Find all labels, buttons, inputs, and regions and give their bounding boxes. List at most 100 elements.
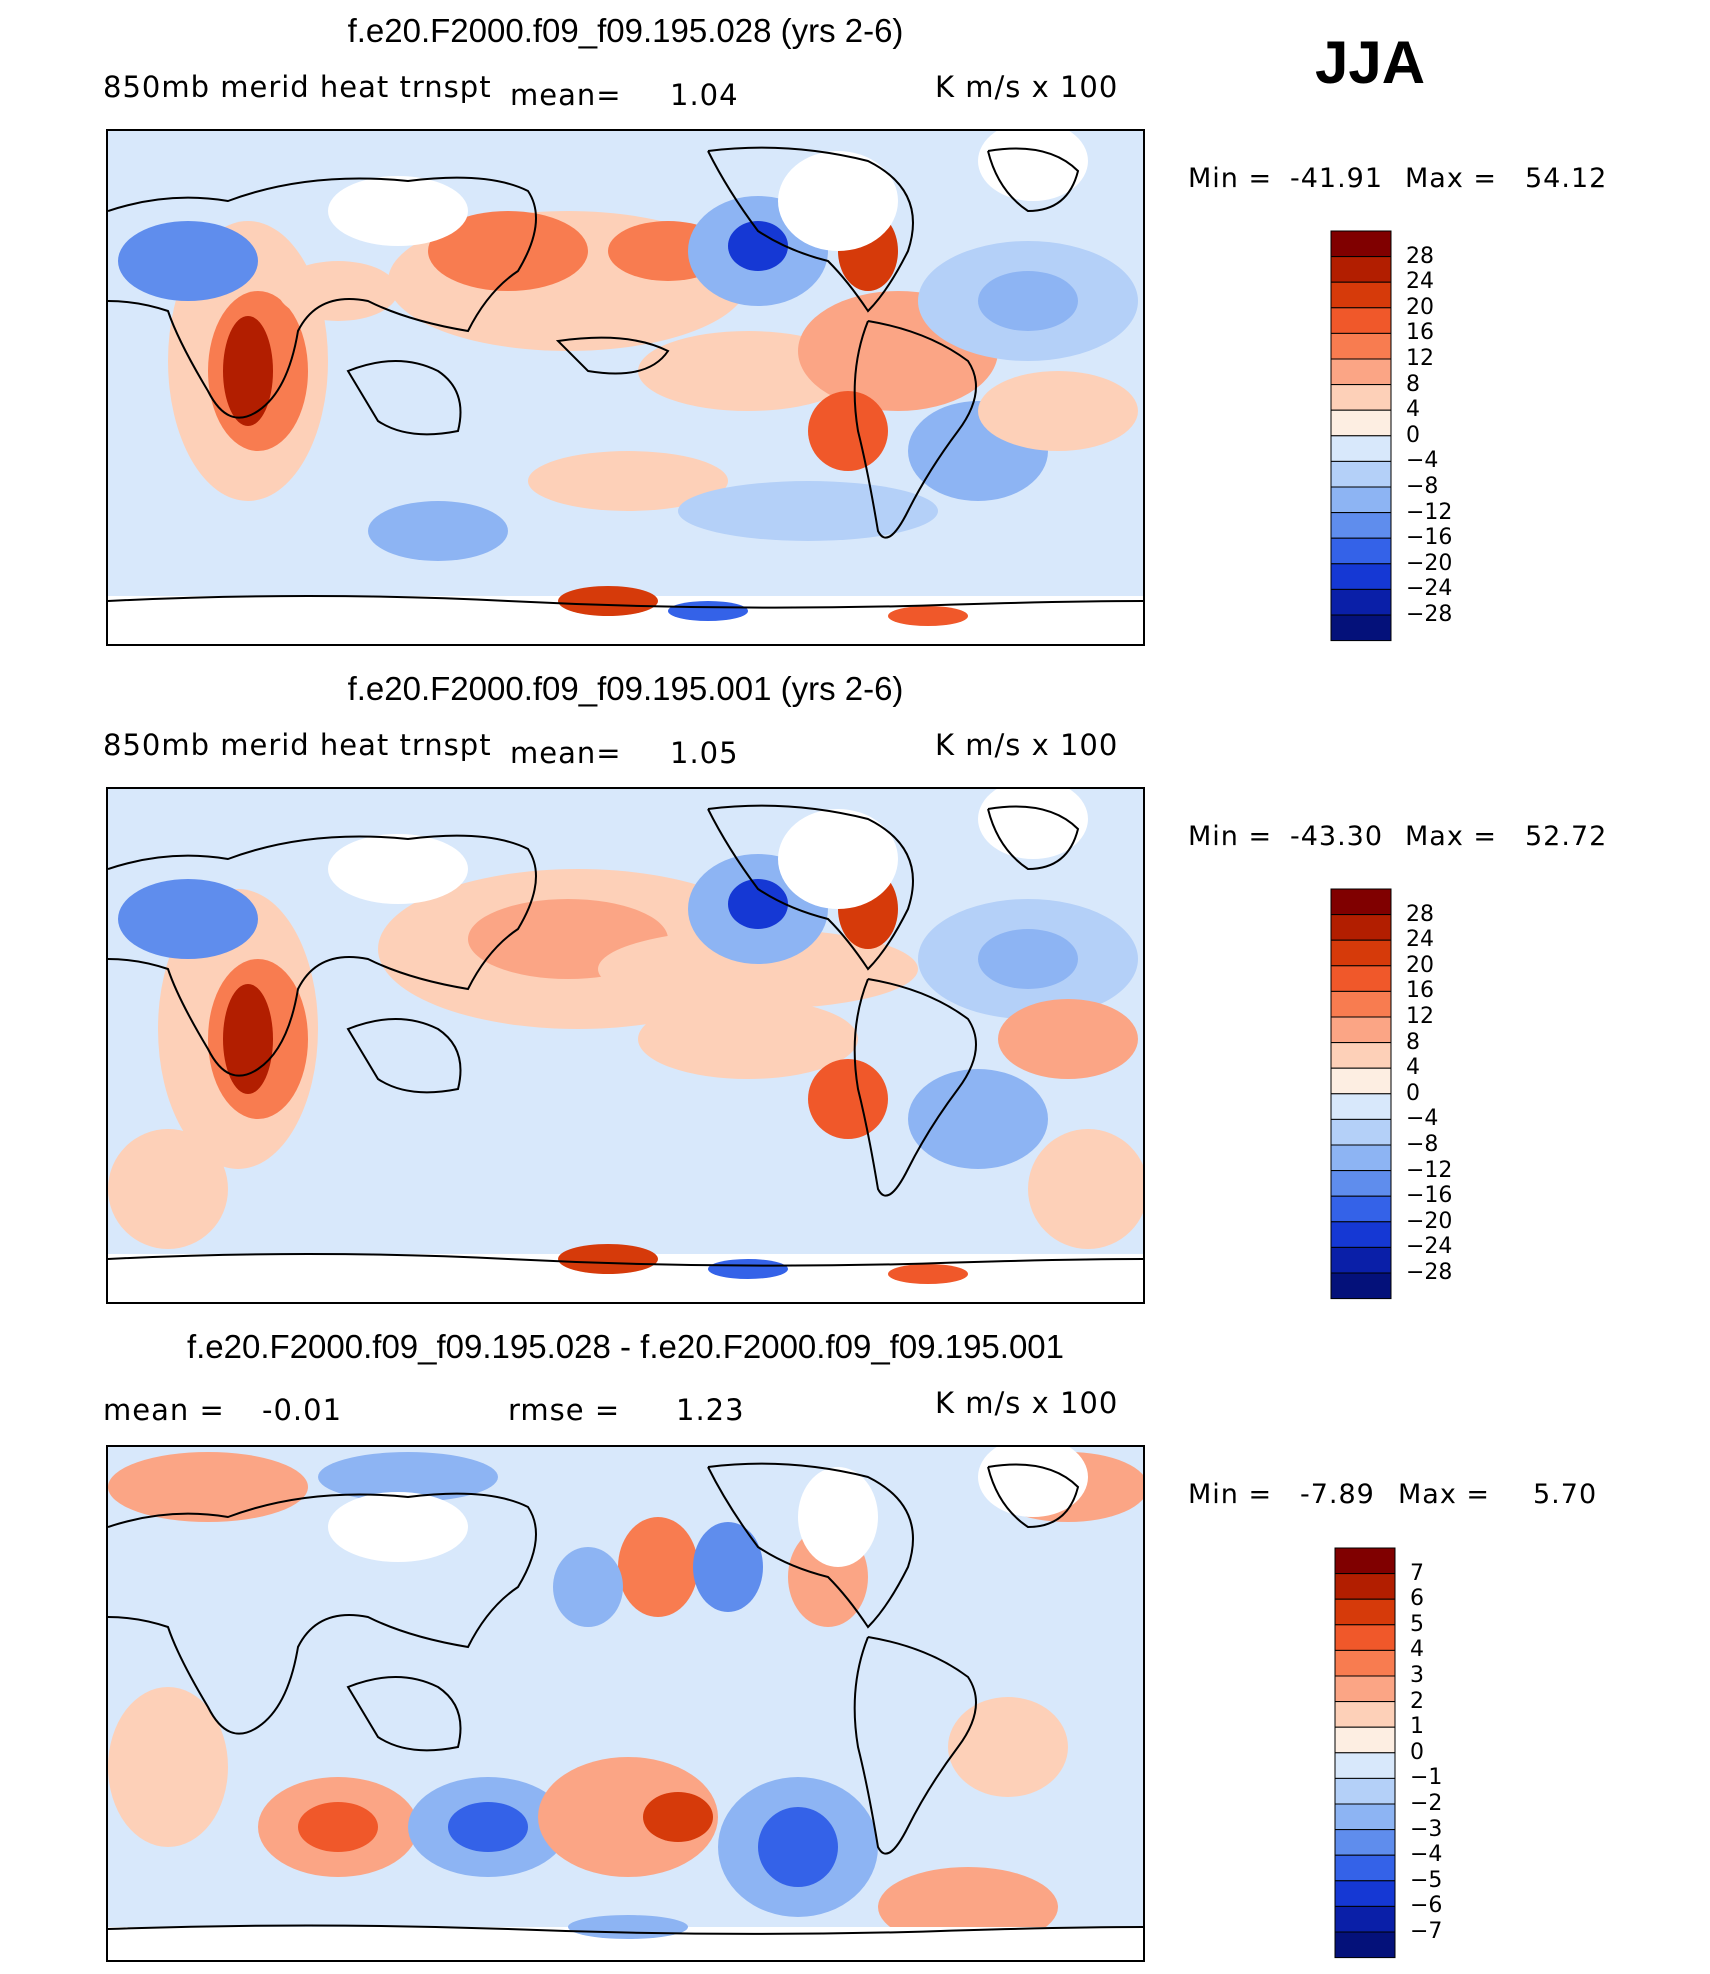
colorbar-tick-label: 6	[1410, 1586, 1424, 1612]
colorbar-tick-label: −20	[1406, 550, 1453, 576]
colorbar-swatch	[1330, 281, 1392, 309]
panel-2-units: K m/s x 100	[935, 728, 1119, 762]
colorbar-tick-label: 3	[1410, 1663, 1424, 1688]
colorbar-swatch	[1330, 256, 1392, 283]
colorbar-tick-label: −16	[1406, 525, 1453, 551]
colorbar-tick-label: −4	[1406, 1106, 1439, 1132]
colorbar-tick-label: −28	[1406, 1260, 1453, 1285]
panel-2-max-value: 52.72	[1525, 821, 1608, 852]
colorbar-swatch	[1334, 1624, 1396, 1651]
colorbar-swatch	[1334, 1752, 1396, 1779]
colorbar-swatch	[1330, 1246, 1392, 1274]
colorbar-swatch	[1330, 435, 1392, 462]
panel-3-title: f.e20.F2000.f09_f09.195.028 - f.e20.F200…	[186, 1328, 1065, 1365]
colorbar-swatch	[1330, 1093, 1392, 1120]
colorbar-swatch	[1330, 888, 1392, 916]
panel-2-min-value: -43.30	[1290, 821, 1384, 852]
colorbar-swatch	[1330, 563, 1392, 590]
colorbar-swatch	[1334, 1675, 1396, 1703]
panel-3-max-label: Max =	[1398, 1479, 1491, 1510]
colorbar-tick-label: 24	[1406, 269, 1434, 295]
colorbar-tick-label: −24	[1406, 1234, 1453, 1260]
colorbar-tick-label: −28	[1406, 602, 1453, 627]
colorbar-swatch	[1334, 1803, 1396, 1831]
colorbar-swatch	[1334, 1573, 1396, 1600]
colorbar-swatch	[1334, 1829, 1396, 1856]
colorbar-tick-label: 7	[1410, 1560, 1424, 1586]
colorbar-swatch	[1330, 230, 1392, 258]
colorbar-tick-label: −5	[1410, 1867, 1443, 1893]
colorbar-tick-label: 2	[1410, 1688, 1424, 1714]
panel-3-field	[108, 1447, 1143, 1960]
panel-3-min-label: Min =	[1188, 1479, 1273, 1510]
colorbar-swatch	[1330, 1042, 1392, 1069]
colorbar-swatch	[1330, 384, 1392, 411]
panel-1-units: K m/s x 100	[935, 70, 1119, 104]
panel-2-max-label: Max =	[1405, 821, 1498, 852]
colorbar-tick-label: −7	[1410, 1919, 1443, 1944]
colorbar-swatch	[1330, 332, 1392, 360]
panel-2-colorbar: 28 24 20 16 12 8 4 0 −4 −8 −12 −16 −20 −24 −28	[1330, 888, 1470, 1302]
colorbar-swatch	[1330, 1195, 1392, 1223]
panel-1-mean-label: mean=	[510, 78, 622, 112]
colorbar-tick-label: 28	[1406, 243, 1434, 269]
panel-2-min-label: Min =	[1188, 821, 1273, 852]
colorbar-swatch	[1330, 1272, 1392, 1300]
panel-1-field	[108, 131, 1143, 644]
panel-2-mean-label: mean=	[510, 736, 622, 770]
colorbar-tick-label: −8	[1406, 1132, 1439, 1157]
panel-1-max-value: 54.12	[1525, 163, 1608, 194]
colorbar-swatch	[1330, 512, 1392, 539]
colorbar-swatch	[1330, 358, 1392, 386]
colorbar-tick-label: 20	[1406, 952, 1434, 978]
colorbar-swatch	[1330, 409, 1392, 437]
colorbar-tick-label: 16	[1406, 978, 1434, 1004]
colorbar-boxes	[1330, 230, 1392, 642]
colorbar-tick-label: 16	[1406, 320, 1434, 346]
colorbar-swatch	[1330, 990, 1392, 1018]
panel-2-title: f.e20.F2000.f09_f09.195.001 (yrs 2-6)	[347, 670, 904, 707]
colorbar-swatch	[1330, 588, 1392, 616]
colorbar-tick-label: −24	[1406, 576, 1453, 602]
panel-3-min-value: -7.89	[1300, 1479, 1375, 1510]
panel-1-max-label: Max =	[1405, 163, 1498, 194]
colorbar-swatch	[1330, 1016, 1392, 1044]
panel-3-mean-value: -0.01	[262, 1393, 343, 1427]
colorbar-swatch	[1334, 1777, 1396, 1805]
colorbar-tick-label: −1	[1410, 1765, 1443, 1791]
colorbar-tick-label: 4	[1406, 397, 1420, 423]
colorbar-tick-label: 12	[1406, 1004, 1434, 1029]
colorbar-tick-label: 12	[1406, 346, 1434, 371]
colorbar-tick-label: −3	[1410, 1816, 1443, 1842]
colorbar-swatch	[1334, 1701, 1396, 1728]
colorbar-boxes	[1330, 888, 1392, 1300]
colorbar-swatch	[1330, 614, 1392, 642]
colorbar-tick-label: 24	[1406, 927, 1434, 953]
colorbar-swatch	[1330, 486, 1392, 514]
colorbar-tick-label: 1	[1410, 1714, 1424, 1740]
colorbar-tick-label: 8	[1406, 1029, 1420, 1055]
colorbar-swatch	[1334, 1598, 1396, 1626]
colorbar-tick-label: −16	[1406, 1183, 1453, 1209]
panel-3-rmse-label: rmse =	[508, 1393, 621, 1427]
colorbar-tick-label: −8	[1406, 474, 1439, 499]
colorbar-swatch	[1330, 914, 1392, 941]
panel-3-rmse-value: 1.23	[676, 1393, 745, 1427]
panel-1-title: f.e20.F2000.f09_f09.195.028 (yrs 2-6)	[347, 12, 904, 49]
colorbar-tick-label: −6	[1410, 1893, 1443, 1919]
colorbar-swatch	[1330, 307, 1392, 334]
colorbar-swatch	[1334, 1905, 1396, 1933]
panel-1-min-label: Min =	[1188, 163, 1273, 194]
colorbar-swatch	[1334, 1726, 1396, 1754]
panel-2-variable: 850mb merid heat trnspt	[103, 728, 492, 762]
panel-1-colorbar: 28 24 20 16 12 8 4 0 −4 −8 −12 −16 −20 −24 −28	[1330, 230, 1470, 644]
panel-1-variable: 850mb merid heat trnspt	[103, 70, 492, 104]
panel-3-colorbar: 7 6 5 4 3 2 1 0 −1 −2 −3 −4 −5 −6 −7	[1334, 1547, 1474, 1961]
panel-2-mean-value: 1.05	[670, 736, 739, 770]
colorbar-swatch	[1330, 965, 1392, 992]
colorbar-tick-label: −12	[1406, 1157, 1453, 1183]
colorbar-swatch	[1330, 1118, 1392, 1146]
colorbar-tick-label: −12	[1406, 499, 1453, 525]
panel-3-mean-label: mean =	[103, 1393, 225, 1427]
colorbar-tick-label: −2	[1410, 1791, 1443, 1816]
